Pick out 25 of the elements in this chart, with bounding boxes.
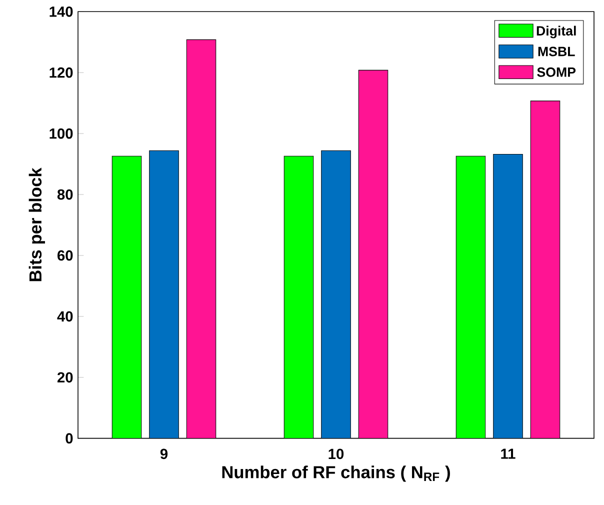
y-tick-label: 120 bbox=[50, 67, 73, 78]
x-axis-title: Number of RF chains ( N$_{RF}$ ) bbox=[222, 466, 450, 482]
bar bbox=[112, 156, 142, 438]
bar bbox=[456, 156, 486, 438]
x-tick-label: 10 bbox=[328, 448, 344, 460]
y-tick-label: 40 bbox=[57, 311, 73, 322]
legend-label: MSBL bbox=[538, 46, 575, 56]
y-tick-label: 60 bbox=[58, 250, 73, 261]
bar bbox=[186, 39, 216, 438]
bar bbox=[493, 154, 523, 438]
legend-label: Digital bbox=[536, 26, 576, 38]
x-tick-label: 11 bbox=[501, 448, 516, 459]
bar bbox=[284, 156, 314, 438]
bar bbox=[358, 70, 388, 438]
bar bbox=[530, 100, 560, 438]
y-tick-label: 140 bbox=[50, 6, 73, 17]
y-tick-label: 80 bbox=[57, 189, 73, 200]
y-tick-label: 0 bbox=[66, 433, 73, 444]
bar bbox=[321, 150, 351, 438]
legend-label: SOMP bbox=[537, 67, 576, 77]
y-tick-label: 100 bbox=[50, 128, 73, 139]
bar bbox=[149, 150, 179, 438]
y-tick-label: 20 bbox=[57, 372, 73, 383]
x-tick-label: 9 bbox=[160, 448, 168, 460]
y-axis-title: Bits per block bbox=[28, 168, 45, 282]
